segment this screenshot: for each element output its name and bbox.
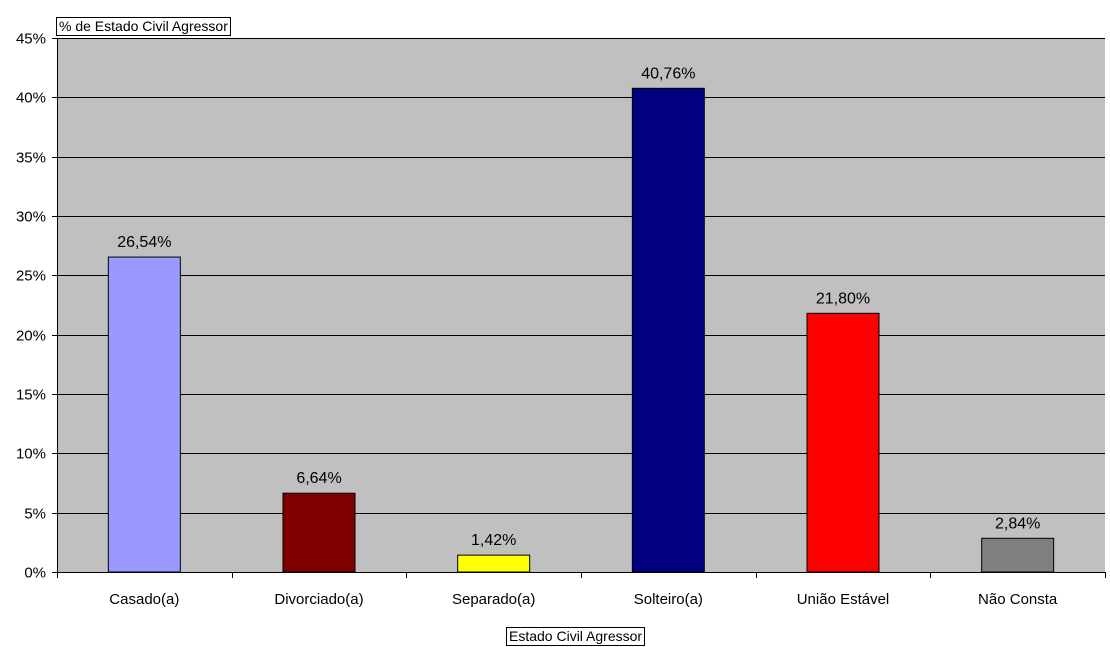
y-tick-label: 45% [16, 31, 46, 48]
data-label: 1,42% [471, 532, 516, 549]
data-label: 21,80% [816, 290, 870, 307]
axes [52, 38, 1106, 578]
data-label: 26,54% [117, 234, 171, 251]
data-labels: 26,54% 6,64% 1,42% 40,76% 21,80% 2,84% [117, 65, 1040, 549]
bars [107, 87, 1055, 573]
plot-area [57, 38, 1105, 572]
tick-labels: 0% 5% 10% 15% 20% 25% 30% 35% 40% 45% Casado(a) Div… [16, 31, 1058, 609]
x-axis-title: Estado Civil Agressor [506, 627, 646, 646]
bar [981, 537, 1055, 573]
x-tick-label: Separado(a) [452, 591, 535, 608]
y-tick-label: 5% [24, 506, 46, 523]
bar [282, 492, 356, 573]
x-tick-label: Não Consta [978, 591, 1058, 608]
y-tick-label: 25% [16, 268, 46, 285]
gridlines [57, 38, 1105, 514]
y-tick-label: 20% [16, 328, 46, 345]
bar [806, 312, 880, 573]
bar [631, 87, 705, 573]
x-tick-label: Solteiro(a) [634, 591, 703, 608]
y-tick-label: 30% [16, 209, 46, 226]
x-tick-label: União Estável [797, 591, 890, 608]
bar [457, 554, 531, 573]
y-tick-label: 35% [16, 150, 46, 167]
y-tick-label: 10% [16, 446, 46, 463]
data-label: 40,76% [641, 65, 695, 82]
chart-title: % de Estado Civil Agressor [56, 17, 231, 36]
y-tick-label: 15% [16, 387, 46, 404]
y-tick-label: 40% [16, 90, 46, 107]
data-label: 2,84% [995, 515, 1040, 532]
y-tick-label: 0% [24, 565, 46, 582]
x-tick-label: Casado(a) [109, 591, 179, 608]
data-label: 6,64% [296, 470, 341, 487]
x-tick-label: Divorciado(a) [274, 591, 363, 608]
bar [107, 256, 181, 573]
